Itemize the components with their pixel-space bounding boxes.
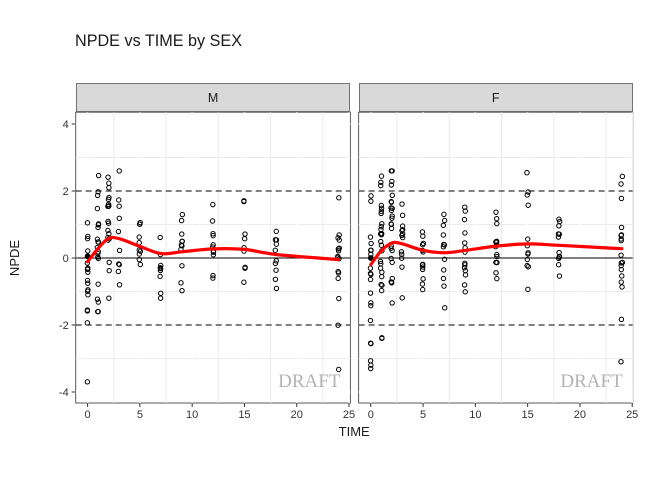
svg-text:10: 10: [186, 409, 198, 421]
svg-text:-4: -4: [59, 387, 69, 399]
svg-text:20: 20: [291, 409, 303, 421]
svg-text:5: 5: [420, 409, 426, 421]
svg-text:15: 15: [238, 409, 250, 421]
svg-text:DRAFT: DRAFT: [560, 371, 623, 392]
svg-text:20: 20: [574, 409, 586, 421]
svg-text:0: 0: [368, 409, 374, 421]
svg-text:5: 5: [137, 409, 143, 421]
svg-text:10: 10: [469, 409, 481, 421]
svg-text:25: 25: [343, 409, 355, 421]
svg-text:25: 25: [626, 409, 638, 421]
svg-text:2: 2: [63, 186, 69, 198]
svg-text:15: 15: [522, 409, 534, 421]
svg-text:0: 0: [85, 409, 91, 421]
svg-text:0: 0: [63, 253, 69, 265]
svg-text:-2: -2: [59, 320, 69, 332]
svg-text:4: 4: [63, 119, 69, 131]
svg-text:DRAFT: DRAFT: [278, 371, 341, 392]
